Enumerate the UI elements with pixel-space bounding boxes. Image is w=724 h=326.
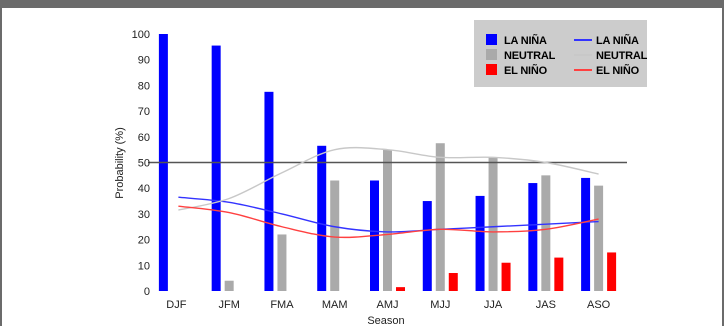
- x-tick-label: FMA: [270, 299, 294, 311]
- bar-neutral: [277, 234, 287, 291]
- legend-swatch-bar-neutral: [486, 49, 497, 60]
- line-el-nino: [178, 205, 599, 239]
- legend-label-bar-neutral: NEUTRAL: [504, 50, 556, 62]
- legend-label-line-el-nino: EL NIÑO: [596, 64, 640, 77]
- legend-label-bar-la-nina: LA NIÑA: [504, 34, 547, 47]
- x-tick-label: JJA: [484, 299, 503, 311]
- x-tick-label: JAS: [536, 299, 556, 311]
- y-tick-label: 50: [138, 158, 150, 170]
- bar-neutral: [383, 149, 392, 291]
- bar-neutral: [330, 180, 340, 291]
- top-bar: [2, 0, 724, 8]
- y-tick-label: 20: [138, 235, 150, 247]
- y-tick-label: 90: [138, 55, 150, 67]
- bar-el-nino: [554, 257, 564, 291]
- y-tick-label: 30: [138, 209, 150, 221]
- line-neutral: [178, 146, 599, 211]
- bar-la-nina: [475, 195, 485, 291]
- legend-swatch-bar-la-nina: [486, 34, 497, 45]
- y-tick-label: 100: [132, 29, 150, 41]
- legend-label-line-neutral: NEUTRAL: [596, 50, 648, 62]
- bar-neutral: [594, 185, 604, 291]
- x-tick-label: MAM: [322, 299, 348, 311]
- y-tick-label: 0: [144, 286, 150, 298]
- bar-la-nina: [422, 201, 432, 291]
- bar-neutral: [541, 175, 551, 291]
- y-tick-label: 10: [138, 260, 150, 272]
- x-tick-labels: DJF JFM FMA MAM AMJ MJJ JJA JAS ASO: [166, 299, 610, 311]
- y-tick-label: 70: [138, 106, 150, 118]
- line-la-nina: [178, 196, 599, 233]
- legend-box: [474, 20, 647, 87]
- y-tick-label: 80: [138, 80, 150, 92]
- bar-el-nino: [396, 287, 405, 291]
- bar-neutral: [488, 157, 498, 291]
- y-axis-label: Probability (%): [114, 127, 126, 199]
- x-tick-label: JFM: [218, 299, 239, 311]
- bar-la-nina: [528, 183, 538, 291]
- bar-la-nina: [264, 91, 274, 291]
- bar-la-nina: [317, 145, 327, 291]
- x-tick-label: ASO: [587, 299, 611, 311]
- bar-el-nino: [448, 273, 458, 291]
- legend-label-bar-el-nino: EL NIÑO: [504, 64, 548, 77]
- bar-neutral: [435, 143, 445, 291]
- y-tick-label: 60: [138, 132, 150, 144]
- bar-el-nino: [501, 262, 511, 291]
- bar-la-nina: [581, 177, 591, 291]
- bar-el-nino: [607, 252, 617, 291]
- lines-layer: [178, 146, 599, 239]
- x-tick-label: MJJ: [430, 299, 450, 311]
- legend-swatch-bar-el-nino: [486, 64, 497, 75]
- legend: LA NIÑA NEUTRAL EL NIÑO LA NIÑA NEUTRAL EL NI…: [474, 20, 648, 87]
- bar-la-nina: [211, 45, 221, 291]
- x-tick-label: DJF: [166, 299, 186, 311]
- y-tick-label: 40: [138, 183, 150, 195]
- bar-neutral: [224, 280, 234, 291]
- y-tick-labels: 0 10 20 30 40 50 60 70 80 90 100: [132, 29, 150, 298]
- x-axis-label: Season: [367, 315, 404, 326]
- legend-label-line-la-nina: LA NIÑA: [596, 34, 639, 47]
- x-tick-label: AMJ: [377, 299, 399, 311]
